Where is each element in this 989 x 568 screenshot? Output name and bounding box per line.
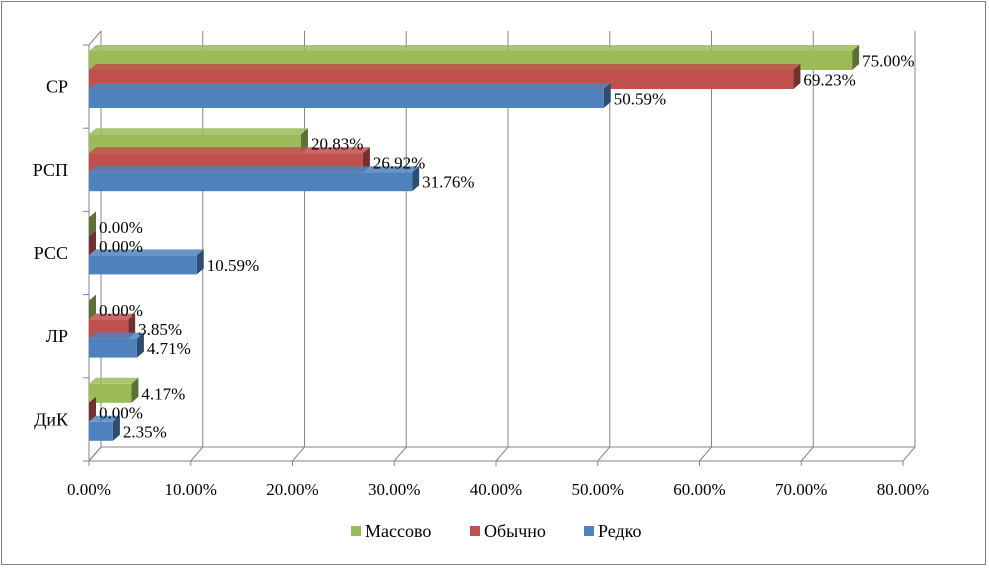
bar-top <box>89 332 144 339</box>
bar <box>89 255 197 275</box>
bar-side <box>131 377 139 403</box>
bar-top <box>89 64 801 70</box>
bar-top <box>89 415 120 422</box>
data-label: 0.00% <box>99 237 143 256</box>
bar-top <box>89 128 308 135</box>
category-label: ЛР <box>46 326 68 346</box>
bar-side <box>362 147 370 173</box>
legend-swatch <box>470 526 480 536</box>
legend-swatch <box>584 526 594 536</box>
floor-line <box>902 446 916 462</box>
bar-side <box>89 294 96 320</box>
bar-side <box>196 249 204 275</box>
floor-line <box>800 446 814 462</box>
category-labels: СР РСП РСС ЛР ДиК <box>33 77 69 430</box>
data-label: 10.59% <box>207 256 259 275</box>
data-label: 2.35% <box>123 422 167 441</box>
bar-top <box>89 249 204 256</box>
bar-side <box>300 128 308 154</box>
bar <box>89 89 604 108</box>
data-label: 0.00% <box>99 301 143 320</box>
bar <box>89 421 113 441</box>
bar-top <box>89 377 139 384</box>
floor-line <box>88 446 102 462</box>
x-tick-label: 80.00% <box>877 480 929 499</box>
bar-side <box>112 415 120 441</box>
x-tick-label: 30.00% <box>368 480 420 499</box>
bar-side <box>89 230 96 256</box>
data-labels: 75.00% 69.23% 50.59% 20.83% 26.92%31.76% 0.00… <box>99 52 915 442</box>
bar-side <box>852 45 860 70</box>
floor-line <box>597 446 611 462</box>
bar-side <box>136 332 144 358</box>
floor-line <box>292 446 305 462</box>
data-label: 20.83% <box>311 135 363 154</box>
legend-label: Обычно <box>484 521 546 541</box>
x-tick-label: 70.00% <box>775 480 827 499</box>
floor-line <box>190 446 204 462</box>
floor-line <box>495 446 509 462</box>
x-tick-label: 40.00% <box>470 480 522 499</box>
data-label: 4.71% <box>147 339 191 358</box>
bar-side <box>128 313 136 339</box>
data-label: 31.76% <box>422 173 474 192</box>
x-tick-label: 60.00% <box>673 480 725 499</box>
bar-top <box>89 45 860 51</box>
tick-labels: 0.00% 10.00% 20.00% 30.00% 40.00% 50.00% 60.00… <box>67 480 929 499</box>
bar-top <box>89 147 370 154</box>
data-label: 69.23% <box>803 71 855 90</box>
legend: Массово Обычно Редко <box>351 521 642 541</box>
bars <box>89 45 860 441</box>
bar-side <box>89 396 96 422</box>
x-tick-label: 20.00% <box>266 480 318 499</box>
x-tick-label: 50.00% <box>572 480 624 499</box>
data-label: 50.59% <box>614 90 666 109</box>
floor-line <box>699 446 712 462</box>
legend-label: Редко <box>598 521 642 541</box>
category-label: ДиК <box>34 409 69 429</box>
data-label: 26.92% <box>373 154 425 173</box>
legend-label: Массово <box>365 521 431 541</box>
category-label: СР <box>46 77 68 97</box>
x-tick-label: 0.00% <box>67 480 111 499</box>
bar-top <box>89 166 420 173</box>
bar <box>89 383 132 403</box>
data-label: 0.00% <box>99 218 143 237</box>
category-label: РСС <box>34 243 68 263</box>
bar-top <box>89 83 611 89</box>
legend-swatch <box>351 526 361 536</box>
bar-side <box>412 166 420 192</box>
floor-line <box>393 446 407 462</box>
bar <box>89 338 137 358</box>
category-label: РСП <box>33 160 68 180</box>
data-label: 75.00% <box>862 52 914 71</box>
bar <box>89 172 413 192</box>
bar-top <box>89 313 136 320</box>
bar-side <box>89 211 96 237</box>
data-label: 0.00% <box>99 403 143 422</box>
data-label: 3.85% <box>138 320 182 339</box>
data-label: 4.17% <box>141 384 185 403</box>
bar-side <box>603 83 611 108</box>
bar-side <box>793 64 801 89</box>
x-tick-label: 10.00% <box>165 480 217 499</box>
